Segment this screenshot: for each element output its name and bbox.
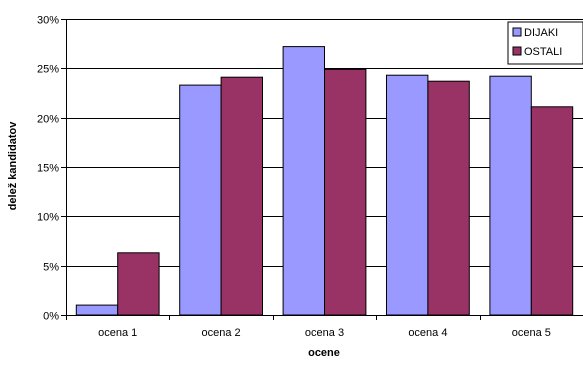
legend-swatch-ostali (512, 46, 522, 56)
bar-ostali-ocena-3 (324, 68, 367, 316)
y-tick-label: 30% (37, 15, 59, 27)
legend-label-ostali: OSTALI (524, 46, 562, 58)
y-tick-label: 0% (43, 311, 59, 323)
bar-dijaki-ocena-4 (386, 74, 429, 316)
y-tick-label: 25% (37, 64, 59, 76)
y-tick-label: 5% (43, 262, 59, 274)
legend-label-dijaki: DIJAKI (524, 27, 558, 39)
legend-swatch-dijaki (512, 27, 522, 37)
x-tick-label: ocena 2 (202, 327, 241, 339)
y-tick-labels: 0% 5% 10% 15% 20% 25% 30% (37, 15, 59, 323)
legend: DIJAKI OSTALI (507, 21, 583, 65)
bar-dijaki-ocena-3 (282, 46, 326, 316)
y-tick-label: 10% (37, 212, 59, 224)
bar-ostali-ocena-4 (427, 80, 470, 316)
x-tick-label: ocena 1 (98, 327, 137, 339)
x-tick-label: ocena 4 (408, 327, 447, 339)
bar-dijaki-ocena-2 (179, 84, 222, 316)
bar-dijaki-ocena-5 (489, 75, 532, 316)
axes (66, 19, 583, 320)
x-tick-labels: ocena 1 ocena 2 ocena 3 ocena 4 ocena 5 (98, 327, 551, 339)
y-tick-label: 15% (37, 163, 59, 175)
bar-ostali-ocena-1 (117, 252, 160, 316)
bar-ostali-ocena-5 (530, 106, 574, 316)
x-axis-title: ocene (308, 347, 340, 359)
y-tick-label: 20% (37, 114, 59, 126)
x-tick-label: ocena 5 (512, 327, 551, 339)
bars (75, 46, 574, 316)
bar-dijaki-ocena-1 (75, 304, 119, 316)
y-axis-title: delež kandidatov (7, 121, 19, 211)
bar-ostali-ocena-2 (220, 76, 264, 316)
x-tick-label: ocena 3 (305, 327, 344, 339)
